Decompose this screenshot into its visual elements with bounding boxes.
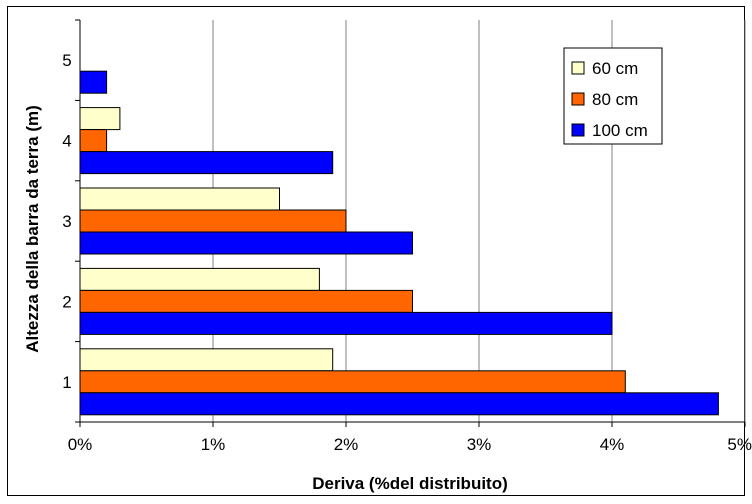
bars [79,70,719,416]
legend-swatch [571,123,585,137]
legend-swatch [571,61,585,75]
bar-100cm-4 [79,151,334,175]
bar-80cm-3 [79,209,347,233]
x-axis-title: Deriva (%del distribuito) [312,474,508,493]
bar-100cm-1 [79,392,719,416]
y-tick-label: 1 [62,373,71,392]
bar-80cm-4 [79,129,108,153]
legend-label: 80 cm [592,90,638,109]
bar-60cm-1 [79,348,334,372]
y-tick-label: 3 [62,212,71,231]
legend-swatch [571,92,585,106]
axes: 1 2 3 4 5 0% 1% 2% 3% 4% 5% [62,19,752,454]
bar-100cm-5 [79,70,108,94]
y-tick-label: 4 [62,132,71,151]
bar-100cm-2 [79,311,613,335]
bar-60cm-2 [79,267,320,291]
x-tick-label: 0% [68,435,93,454]
y-tick-label: 2 [62,292,71,311]
legend-label: 60 cm [592,59,638,78]
x-tick-label: 5% [727,435,752,454]
bar-100cm-3 [79,231,413,255]
y-tick-label: 5 [62,51,71,70]
x-tick-label: 1% [201,435,226,454]
x-tick-label: 2% [334,435,359,454]
x-tick-label: 4% [600,435,625,454]
legend-label: 100 cm [592,121,648,140]
bar-60cm-3 [79,187,280,211]
bar-80cm-1 [79,370,626,394]
legend: 60 cm 80 cm 100 cm [563,47,663,145]
x-tick-label: 3% [467,435,492,454]
bar-60cm-4 [79,107,121,131]
bar-80cm-2 [79,289,413,313]
y-axis-title: Altezza della barra da terra (m) [23,105,42,353]
